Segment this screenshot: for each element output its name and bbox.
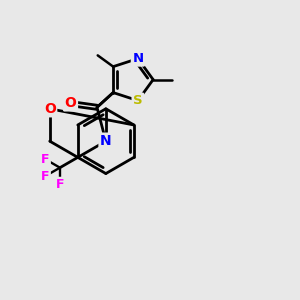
Text: O: O: [44, 102, 56, 116]
Text: F: F: [41, 153, 50, 166]
Text: N: N: [100, 134, 112, 148]
Text: F: F: [56, 178, 64, 191]
Text: F: F: [41, 170, 50, 183]
Text: S: S: [133, 94, 143, 107]
Text: N: N: [132, 52, 143, 65]
Text: O: O: [64, 96, 76, 110]
